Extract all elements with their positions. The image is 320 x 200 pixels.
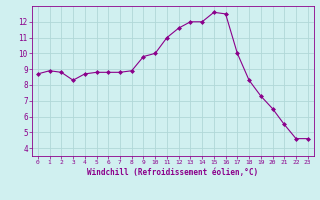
X-axis label: Windchill (Refroidissement éolien,°C): Windchill (Refroidissement éolien,°C)	[87, 168, 258, 177]
